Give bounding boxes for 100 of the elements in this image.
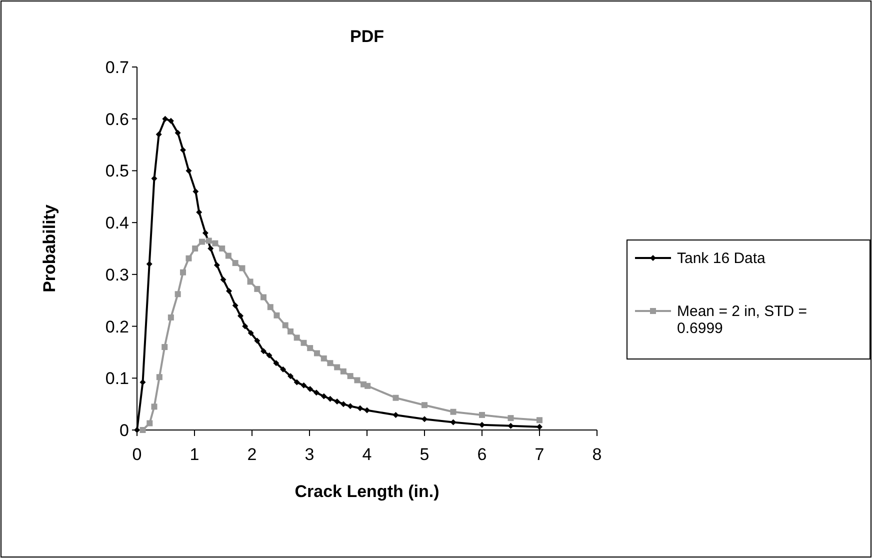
- point: [354, 377, 360, 384]
- point: [294, 334, 300, 341]
- x-tick-label: 8: [592, 445, 602, 464]
- point: [232, 302, 238, 309]
- point: [313, 390, 320, 396]
- point: [168, 118, 174, 124]
- point: [479, 422, 485, 428]
- point: [208, 246, 214, 252]
- point: [214, 262, 220, 268]
- y-tick-label: 0.1: [105, 369, 129, 388]
- point: [186, 168, 192, 174]
- point: [267, 304, 274, 310]
- point: [198, 238, 205, 245]
- point: [340, 368, 346, 374]
- point: [422, 416, 428, 422]
- point: [320, 393, 327, 400]
- point: [219, 246, 226, 252]
- point: [314, 350, 320, 356]
- point: [266, 352, 272, 358]
- legend-label: Mean = 2 in, STD = 0.6999: [677, 303, 808, 337]
- point: [327, 360, 334, 366]
- point: [536, 417, 542, 424]
- y-tick-label: 0.3: [105, 265, 129, 284]
- x-tick-label: 4: [362, 445, 372, 464]
- point: [364, 382, 371, 389]
- point: [274, 312, 280, 318]
- point: [357, 405, 364, 412]
- point: [347, 403, 354, 410]
- point: [479, 412, 485, 418]
- point: [168, 314, 174, 320]
- point: [364, 407, 370, 414]
- x-tick-label: 5: [420, 445, 430, 464]
- point: [282, 322, 288, 328]
- x-axis-title: Crack Length (in.): [294, 482, 440, 501]
- point: [392, 394, 399, 401]
- point: [280, 366, 286, 372]
- point: [288, 328, 294, 334]
- legend-label: Tank 16 Data: [677, 250, 766, 267]
- point: [307, 345, 314, 352]
- point: [220, 276, 226, 283]
- point: [180, 269, 186, 276]
- point: [450, 408, 456, 415]
- point: [242, 323, 248, 330]
- y-tick-label: 0.2: [105, 317, 129, 336]
- point: [180, 146, 186, 153]
- point: [156, 131, 162, 138]
- point: [248, 330, 254, 336]
- point: [422, 402, 428, 408]
- y-tick-label: 0.5: [105, 162, 129, 181]
- x-tick-label: 0: [132, 445, 142, 464]
- y-tick-label: 0: [120, 421, 129, 440]
- x-tick-label: 6: [477, 445, 487, 464]
- y-tick-label: 0.4: [105, 214, 129, 233]
- point: [174, 291, 181, 298]
- point: [151, 404, 158, 410]
- point: [196, 209, 202, 216]
- point: [238, 312, 244, 319]
- point: [340, 401, 346, 408]
- chart-title: PDF: [350, 27, 384, 46]
- point: [260, 294, 266, 300]
- point: [202, 230, 208, 236]
- point: [320, 355, 327, 362]
- point: [247, 278, 254, 285]
- point: [334, 364, 340, 370]
- point: [140, 427, 146, 433]
- point: [186, 255, 192, 262]
- point: [347, 373, 354, 380]
- point: [260, 348, 266, 354]
- point: [273, 360, 280, 366]
- point: [134, 427, 140, 433]
- point: [300, 340, 307, 346]
- point: [307, 386, 314, 392]
- y-tick-label: 0.6: [105, 110, 129, 129]
- x-tick-label: 2: [247, 445, 257, 464]
- point: [192, 188, 199, 194]
- point: [508, 415, 514, 422]
- y-axis-title: Probability: [40, 204, 59, 292]
- point: [392, 412, 399, 418]
- x-tick-label: 3: [304, 445, 314, 464]
- point: [239, 265, 246, 272]
- point: [192, 246, 198, 252]
- point: [212, 240, 218, 246]
- point: [174, 130, 181, 136]
- point: [300, 382, 307, 388]
- point: [206, 238, 212, 244]
- point: [334, 398, 340, 404]
- point: [288, 373, 294, 380]
- point: [162, 344, 168, 350]
- point: [232, 260, 238, 266]
- y-tick-label: 0.7: [105, 58, 129, 77]
- point: [254, 338, 260, 344]
- point: [254, 286, 260, 292]
- point: [156, 374, 162, 380]
- point: [225, 252, 232, 259]
- point: [146, 420, 153, 426]
- x-tick-label: 1: [190, 445, 200, 464]
- point: [327, 396, 334, 402]
- point: [226, 288, 232, 294]
- point: [536, 424, 542, 430]
- point: [294, 379, 300, 386]
